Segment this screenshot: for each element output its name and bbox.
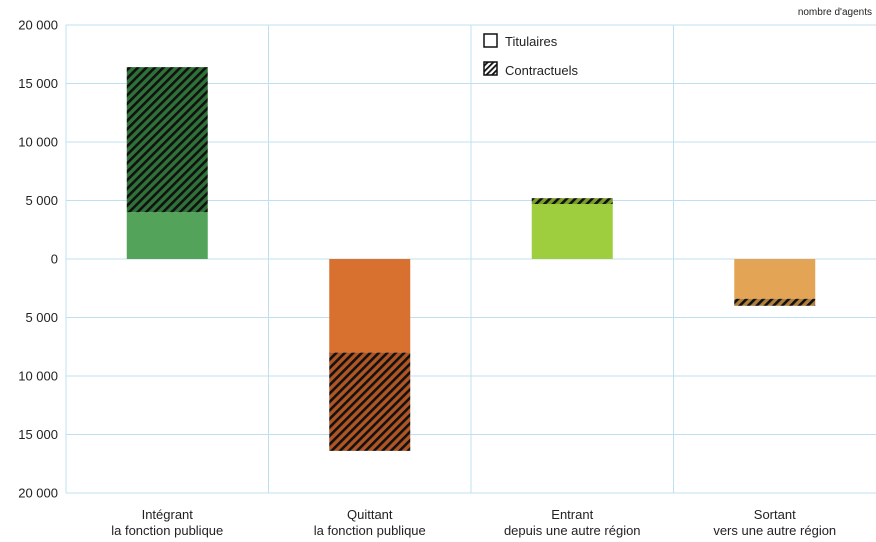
legend-label-contractuels: Contractuels bbox=[505, 63, 578, 78]
x-category-label-line: Entrant bbox=[551, 507, 594, 522]
x-category-label-line: Quittant bbox=[346, 507, 393, 522]
x-category-label-line: la fonction publique bbox=[111, 523, 224, 538]
legend-label-titulaires: Titulaires bbox=[505, 34, 558, 49]
x-category-label: Sortant vers une autre région bbox=[675, 507, 875, 539]
bar-contractuels bbox=[329, 352, 411, 451]
bars bbox=[126, 67, 816, 451]
legend-swatch-titulaires bbox=[483, 33, 498, 48]
x-category-label: Entrant depuis une autre région bbox=[472, 507, 672, 539]
y-tick-label: 5 000 bbox=[25, 310, 58, 325]
legend: Titulaires Contractuels bbox=[483, 33, 578, 78]
legend-swatch-contractuels bbox=[483, 61, 498, 76]
bar-titulaires bbox=[329, 259, 411, 353]
y-tick-label: 0 bbox=[51, 252, 58, 267]
bar-titulaires bbox=[531, 204, 613, 259]
x-category-label-line: Sortant bbox=[753, 507, 796, 522]
x-category-label-line: depuis une autre région bbox=[503, 523, 641, 538]
y-tick-label: 10 000 bbox=[18, 369, 58, 384]
y-tick-label: 20 000 bbox=[18, 486, 58, 501]
y-tick-label: 15 000 bbox=[18, 427, 58, 442]
y-tick-label: 10 000 bbox=[18, 135, 58, 150]
bar-contractuels bbox=[734, 298, 816, 306]
bar-contractuels bbox=[531, 198, 613, 205]
x-category-label-line: vers une autre région bbox=[713, 523, 837, 538]
y-tick-label: 15 000 bbox=[18, 76, 58, 91]
x-category-label: Intégrant la fonction publique bbox=[67, 507, 267, 539]
x-category-label: Quittant la fonction publique bbox=[270, 507, 470, 539]
x-category-label-line: la fonction publique bbox=[313, 523, 426, 538]
bar-contractuels bbox=[126, 67, 208, 213]
axes: 20 000 15 000 10 000 5 000 0 5 000 10 000 15 00… bbox=[18, 18, 58, 501]
bar-titulaires bbox=[126, 212, 208, 259]
y-tick-label: 5 000 bbox=[25, 193, 58, 208]
y-tick-label: 20 000 bbox=[18, 18, 58, 33]
unit-label: nombre d'agents bbox=[798, 7, 872, 18]
x-category-label-line: Intégrant bbox=[141, 507, 193, 522]
bar-titulaires bbox=[734, 259, 816, 299]
